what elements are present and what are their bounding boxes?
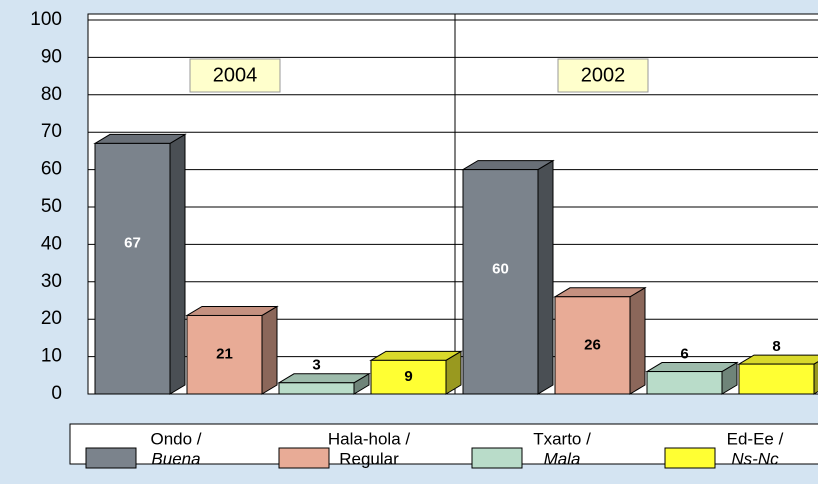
bar-front	[278, 382, 355, 395]
bar	[277, 372, 371, 395]
bar-top	[461, 160, 555, 171]
value-label: 67	[124, 234, 141, 251]
bar	[553, 286, 647, 395]
bar-top	[645, 362, 739, 373]
bar-front	[554, 296, 631, 395]
bar-front	[186, 314, 263, 395]
bar-top	[277, 373, 371, 384]
y-tick-label: 60	[41, 159, 62, 180]
legend-label: Buena	[151, 449, 200, 468]
legend-swatch	[85, 447, 137, 469]
y-tick-label: 100	[30, 9, 62, 30]
bar-side	[169, 133, 186, 395]
y-tick-label: 90	[41, 46, 62, 67]
bar-top	[553, 287, 647, 298]
bar	[737, 354, 818, 395]
y-tick-label: 10	[41, 346, 62, 367]
value-label: 21	[216, 346, 233, 363]
legend-label: Txarto /	[533, 429, 591, 448]
bar	[645, 361, 739, 395]
y-tick-label: 30	[41, 271, 62, 292]
bar-top	[737, 354, 818, 365]
bar-front	[646, 371, 723, 395]
legend-label: Regular	[339, 449, 399, 468]
bar-front	[94, 142, 171, 395]
value-label: 60	[492, 261, 509, 278]
y-tick-label: 70	[41, 121, 62, 142]
y-tick-label: 20	[41, 308, 62, 329]
bar-front	[370, 359, 447, 395]
legend-label: Mala	[544, 449, 581, 468]
bar	[369, 350, 463, 395]
bar-front	[738, 363, 815, 395]
legend-label: Hala-hola /	[328, 429, 410, 448]
legend-swatch	[278, 447, 330, 469]
value-label: 9	[404, 368, 412, 385]
y-tick-label: 50	[41, 196, 62, 217]
bar	[461, 159, 555, 395]
bar-front	[462, 169, 539, 395]
bar	[93, 133, 187, 395]
legend-swatch	[471, 447, 523, 469]
value-label: 3	[312, 357, 320, 374]
bar	[185, 305, 279, 395]
bar-top	[93, 133, 187, 144]
y-tick-label: 40	[41, 233, 62, 254]
bar-side	[629, 286, 646, 395]
category-box	[557, 58, 649, 93]
legend-label: Ns-Nc	[731, 449, 779, 468]
bar-top	[369, 350, 463, 361]
legend-label: Ed-Ee /	[727, 429, 784, 448]
bar-top	[185, 305, 279, 316]
legend-label: Ondo /	[150, 429, 201, 448]
y-tick-label: 80	[41, 84, 62, 105]
category-label: 2002	[581, 64, 626, 86]
value-label: 8	[772, 338, 780, 355]
value-label: 26	[584, 336, 601, 353]
value-label: 6	[680, 346, 688, 363]
category-box	[189, 58, 281, 93]
category-label: 2004	[213, 64, 258, 86]
legend-swatch	[664, 447, 716, 469]
bar-side	[537, 159, 554, 395]
y-tick-label: 0	[51, 383, 62, 404]
bar-side	[261, 305, 278, 395]
